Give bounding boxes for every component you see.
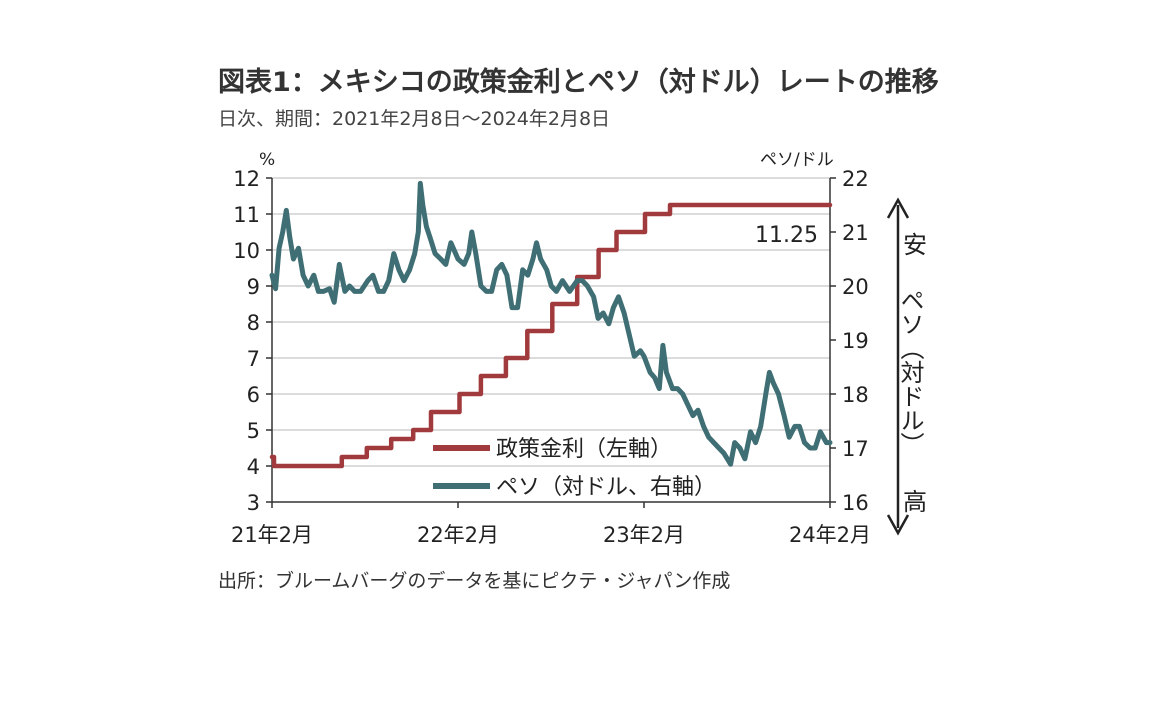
left-tick-label: 10 — [233, 239, 260, 263]
right-tick-label: 21 — [842, 221, 869, 245]
left-tick-label: 12 — [233, 167, 260, 191]
chart-title: 図表1：メキシコの政策金利とペソ（対ドル）レートの推移 — [218, 67, 939, 98]
left-axis-unit: % — [259, 150, 275, 170]
left-tick-label: 8 — [247, 311, 260, 335]
left-tick-label: 6 — [247, 383, 260, 407]
x-tick-label: 21年2月 — [231, 523, 313, 547]
right-axis-unit: ペソ/ドル — [760, 150, 834, 170]
left-tick-label: 7 — [247, 347, 260, 371]
arrow-down-icon — [886, 514, 910, 536]
axes — [266, 177, 836, 508]
series-lines — [269, 180, 833, 469]
right-tick-label: 16 — [842, 491, 869, 515]
legend-label-peso: ペソ（対ドル、右軸） — [496, 475, 716, 500]
left-tick-label: 9 — [247, 275, 260, 299]
right-tick-label: 18 — [842, 383, 869, 407]
legend: 政策金利（左軸） ペソ（対ドル、右軸） — [433, 437, 716, 500]
legend-label-rate: 政策金利（左軸） — [496, 437, 672, 462]
x-tick-label: 24年2月 — [789, 523, 871, 547]
side-label-bottom: 高 — [903, 488, 927, 516]
arrow-up-icon — [886, 197, 910, 219]
left-tick-label: 4 — [247, 455, 260, 479]
side-label-top: 安 — [903, 231, 927, 259]
x-tick-label: 22年2月 — [417, 523, 499, 547]
rate-annotation: 11.25 — [755, 223, 818, 248]
x-tick-label: 23年2月 — [603, 523, 685, 547]
source-note: 出所：ブルームバーグのデータを基にピクテ・ジャパン作成 — [218, 570, 731, 592]
left-tick-label: 3 — [247, 491, 260, 515]
right-tick-label: 19 — [842, 329, 869, 353]
left-tick-label: 11 — [233, 203, 260, 227]
left-tick-label: 5 — [247, 419, 260, 443]
right-tick-label: 17 — [842, 437, 869, 461]
right-tick-label: 20 — [842, 275, 869, 299]
chart-subtitle: 日次、期間：2021年2月8日～2024年2月8日 — [218, 108, 611, 130]
side-label-mid: ペソ（対ドル） — [896, 288, 924, 456]
series-line-peso — [269, 180, 833, 467]
right-tick-label: 22 — [842, 167, 869, 191]
series-line-policy-rate — [269, 202, 833, 469]
tick-labels: 3 4 5 6 7 8 9 10 11 12 16 17 18 19 20 21 22 21年2月 22年2月 23年… — [231, 167, 871, 547]
